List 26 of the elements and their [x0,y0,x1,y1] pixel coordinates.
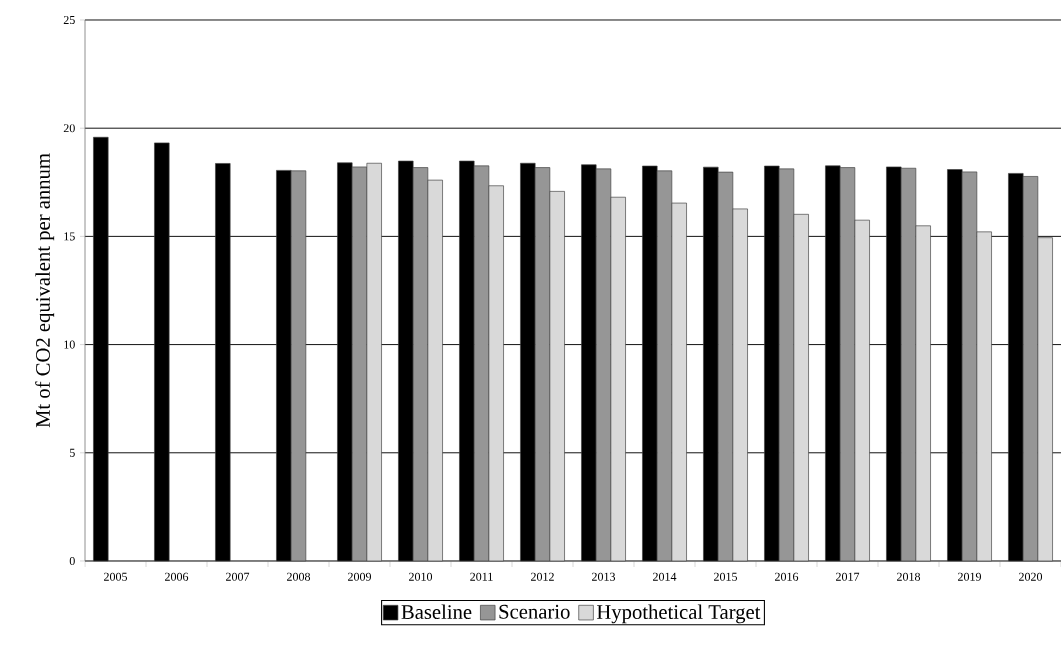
x-tick-label: 2007 [226,572,250,581]
y-tick-label: 0 [69,556,75,566]
x-tick-label: 2005 [104,572,128,581]
y-tick-label: 5 [69,448,75,457]
x-tick-label: 2008 [287,572,311,581]
y-tick-label: 20 [63,124,75,133]
y-tick-label: 25 [63,15,75,25]
x-tick-label: 2015 [714,572,738,581]
x-tick-label: 2017 [836,572,860,581]
x-tick-label: 2012 [531,572,554,581]
x-tick-label: 2009 [348,572,371,581]
x-tick-label: 2018 [897,572,921,581]
x-tick-label: 2010 [409,572,433,581]
y-tick-label: 10 [64,340,75,349]
x-tick-label: 2013 [592,572,616,581]
x-tick-label: 2011 [470,572,493,581]
legend-label: Hypothetical Target [596,604,761,624]
x-tick-label: 2014 [653,572,677,581]
legend-label: Baseline [401,604,472,620]
x-tick-label: 2006 [165,572,189,581]
y-tick-label: 15 [64,232,75,241]
legend-label: Scenario [499,604,570,619]
y-axis-title: Mt of CO2 equivalent per annum [35,153,55,428]
x-tick-label: 2020 [1019,572,1043,581]
x-tick-label: 2019 [958,572,981,581]
x-tick-label: 2016 [775,572,799,581]
